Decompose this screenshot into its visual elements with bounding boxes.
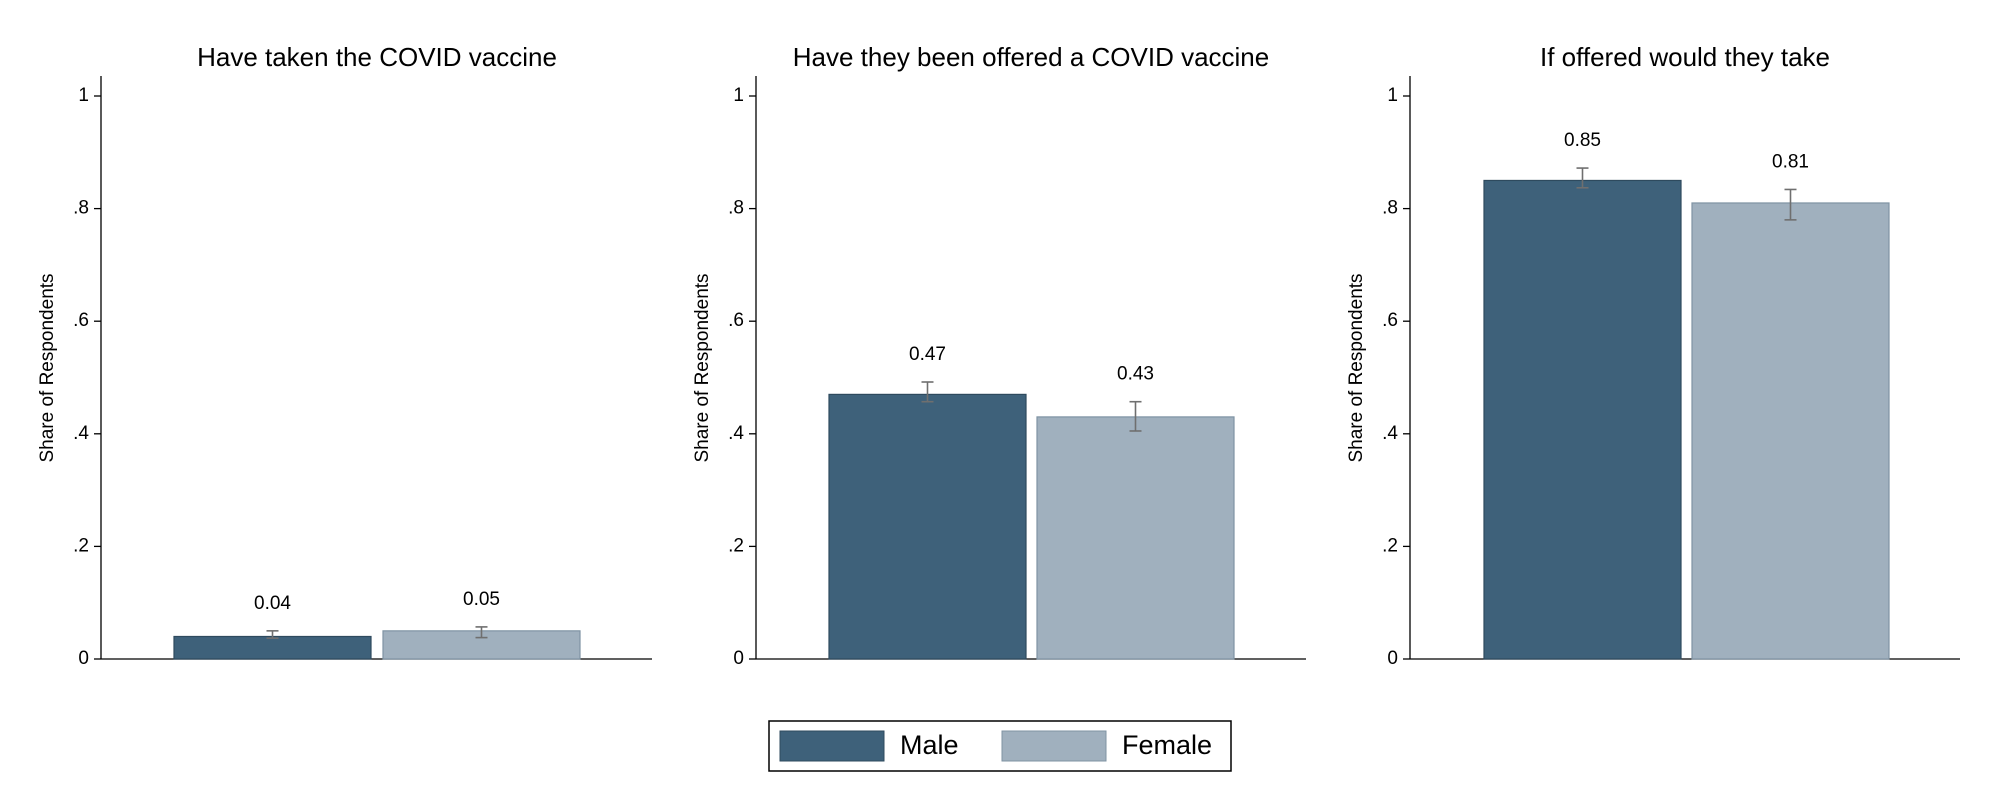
y-tick-label: 1 [733,85,744,106]
error-bar-female [1784,188,1797,221]
y-tick-label: 1 [1387,85,1398,106]
legend: Male Female [768,720,1232,772]
bar-female [1036,416,1235,660]
chart-panel-1: Have taken the COVID vaccine Share of Res… [37,42,652,669]
legend-label-female: Female [1122,730,1212,760]
y-tick-label: .4 [73,423,89,444]
chart-panels: Have taken the COVID vaccine Share of Res… [37,42,1960,669]
error-bar-male [921,381,934,403]
legend-swatch-male [779,730,885,762]
y-tick-label: 0 [78,648,89,669]
bar-male [1483,179,1682,660]
data-label-female: 0.43 [1117,364,1154,385]
y-tick-label: .8 [728,198,744,219]
y-tick-label: 1 [78,85,89,106]
legend-swatch-female [1001,730,1107,762]
legend-label-male: Male [900,730,959,760]
panel-title: Have they been offered a COVID vaccine [793,42,1269,72]
y-axis-label: Share of Respondents [37,273,58,462]
y-tick-label: .4 [728,423,744,444]
y-tick-label: 0 [1387,648,1398,669]
y-tick-label: .6 [1382,310,1398,331]
y-tick-label: .2 [73,535,89,556]
y-tick-label: .6 [73,310,89,331]
error-bar-female [475,626,488,639]
bar-male [828,393,1027,660]
panel-title: If offered would they take [1540,42,1830,72]
panel-title: Have taken the COVID vaccine [197,42,557,72]
y-tick-label: .8 [1382,198,1398,219]
chart-panel-3: If offered would they take Share of Respo… [1346,42,1960,669]
error-bar-male [266,630,279,639]
data-label-male: 0.04 [254,593,291,614]
y-tick-label: .8 [73,198,89,219]
chart-panel-2: Have they been offered a COVID vaccine Sh… [692,42,1306,669]
bar-female [1691,202,1890,660]
error-bar-male [1576,167,1589,189]
bar-male [173,635,372,660]
y-tick-label: .6 [728,310,744,331]
y-tick-label: .2 [1382,535,1398,556]
data-label-male: 0.85 [1564,130,1601,151]
y-axis-label: Share of Respondents [692,273,713,462]
data-label-female: 0.05 [463,589,500,610]
data-label-female: 0.81 [1772,151,1809,172]
y-axis-label: Share of Respondents [1346,273,1367,462]
data-label-male: 0.47 [909,344,946,365]
error-bar-female [1129,400,1142,432]
y-tick-label: 0 [733,648,744,669]
y-tick-label: .2 [728,535,744,556]
y-tick-label: .4 [1382,423,1398,444]
